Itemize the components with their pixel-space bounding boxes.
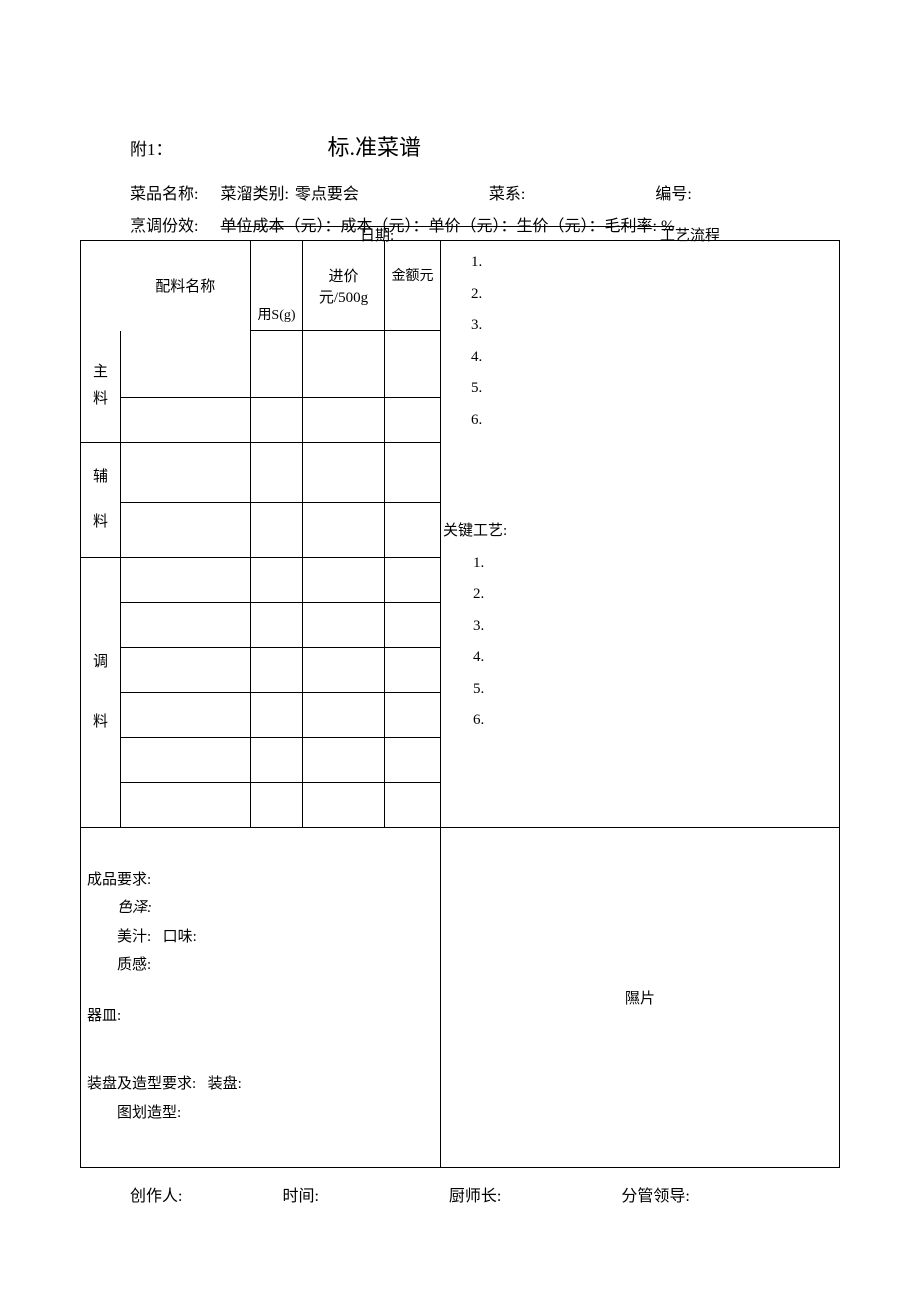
requirements-title: 成品要求:	[87, 866, 434, 895]
table-cell	[385, 602, 441, 647]
table-cell	[303, 602, 385, 647]
creator-label: 创作人:	[130, 1182, 182, 1206]
process-step: 6.	[471, 405, 829, 437]
process-flow-label: 工艺流程	[660, 224, 720, 245]
texture-label: 质感:	[117, 951, 434, 980]
table-cell	[385, 502, 441, 557]
table-cell	[385, 442, 441, 502]
unit-price-label: 单价（元）：	[428, 212, 516, 236]
table-cell	[121, 692, 251, 737]
meta-row-2: 烹调份效: 单位成本（元）： 成本（元）： 单价（元）： 生价（元）： 毛利率:…	[130, 212, 840, 236]
process-step: 5.	[471, 373, 829, 405]
seasoning-label: 调 料	[81, 557, 121, 827]
key-process-step: 4.	[473, 642, 833, 674]
main-label: 主 料	[81, 331, 121, 443]
process-steps-cell: 1. 2. 3. 4. 5. 6.	[441, 241, 840, 443]
table-cell	[251, 557, 303, 602]
total-header: 金额元	[385, 241, 441, 331]
table-cell	[251, 397, 303, 442]
chef-label: 厨师长:	[449, 1182, 501, 1206]
requirements-cell: 成品要求: 色泽: 美汁: 口味: 质感: 器皿: 装盘及造型要求: 装盘: 图…	[81, 827, 441, 1167]
process-step: 2.	[471, 279, 829, 311]
table-cell	[303, 737, 385, 782]
aux-ingredient-row-1: 辅 料 关键工艺: 1. 2. 3. 4. 5. 6.	[81, 442, 840, 502]
plating-row: 装盘及造型要求: 装盘:	[87, 1070, 434, 1099]
header-row: 附1： 标.准菜谱	[80, 130, 840, 162]
table-cell	[251, 442, 303, 502]
table-cell	[121, 602, 251, 647]
key-process-step: 2.	[473, 579, 833, 611]
table-cell	[121, 331, 251, 398]
key-process-step: 1.	[473, 548, 833, 580]
sauce-taste-row: 美汁: 口味:	[117, 923, 434, 952]
price-label: 生价（元）：	[517, 212, 605, 236]
photo-label: 隰片	[625, 991, 655, 1007]
bottom-row: 成品要求: 色泽: 美汁: 口味: 质感: 器皿: 装盘及造型要求: 装盘: 图…	[81, 827, 840, 1167]
key-process-step: 5.	[473, 674, 833, 706]
corner-cell	[81, 241, 121, 331]
table-cell	[251, 602, 303, 647]
footer-row: 创作人: 时间: 厨师长: 分管领导:	[130, 1182, 840, 1206]
meta-row-1: 菜品名称: 菜溜类别: 零点要会 菜系: 编号:	[130, 180, 840, 204]
process-step: 1.	[471, 247, 829, 279]
cuisine-label: 菜系:	[489, 180, 525, 204]
process-step: 4.	[471, 342, 829, 374]
table-cell	[303, 692, 385, 737]
table-cell	[303, 442, 385, 502]
table-cell	[385, 782, 441, 827]
table-cell	[303, 397, 385, 442]
time-label: 时间:	[282, 1182, 318, 1206]
table-cell	[385, 331, 441, 398]
date-label: 日期:	[360, 224, 394, 245]
dish-label: 器皿:	[87, 1002, 434, 1031]
recipe-table: 配料名称 用S(g) 进价元/500g 金额元 1. 2. 3. 4. 5. 6…	[80, 240, 840, 1168]
page-title: 标.准菜谱	[328, 130, 422, 162]
table-cell	[121, 557, 251, 602]
shape-label: 图划造型:	[117, 1099, 434, 1128]
table-cell	[385, 692, 441, 737]
process-step: 3.	[471, 310, 829, 342]
table-cell	[251, 782, 303, 827]
table-cell	[121, 782, 251, 827]
color-label: 色泽:	[117, 894, 434, 923]
portion-label: 烹调份效:	[130, 212, 198, 236]
table-cell	[251, 331, 303, 398]
table-cell	[303, 557, 385, 602]
amount-header: 用S(g)	[251, 241, 303, 331]
category-label: 菜溜类别:	[220, 180, 288, 204]
table-cell	[385, 397, 441, 442]
manager-label: 分管领导:	[621, 1182, 689, 1206]
category-value: 零点要会	[295, 180, 359, 204]
table-cell	[385, 647, 441, 692]
attachment-label: 附1：	[130, 135, 173, 160]
table-cell	[251, 692, 303, 737]
key-process-step: 3.	[473, 611, 833, 643]
table-cell	[121, 647, 251, 692]
aux-label: 辅 料	[81, 442, 121, 557]
table-cell	[251, 647, 303, 692]
key-process-title: 关键工艺:	[443, 516, 833, 548]
table-cell	[385, 557, 441, 602]
table-cell	[303, 782, 385, 827]
table-cell	[385, 737, 441, 782]
table-cell	[303, 331, 385, 398]
key-process-cell: 关键工艺: 1. 2. 3. 4. 5. 6.	[441, 442, 840, 827]
table-cell	[251, 502, 303, 557]
unit-cost-label: 单位成本（元）：	[220, 212, 340, 236]
table-cell	[303, 647, 385, 692]
photo-cell: 隰片	[441, 827, 840, 1167]
table-cell	[121, 737, 251, 782]
table-cell	[303, 502, 385, 557]
table-cell	[251, 737, 303, 782]
table-header-row: 配料名称 用S(g) 进价元/500g 金额元 1. 2. 3. 4. 5. 6…	[81, 241, 840, 331]
price-header: 进价元/500g	[303, 241, 385, 331]
table-cell	[121, 397, 251, 442]
table-cell	[121, 502, 251, 557]
key-process-step: 6.	[473, 705, 833, 737]
table-cell	[121, 442, 251, 502]
ingredient-name-header: 配料名称	[121, 241, 251, 331]
dish-name-label: 菜品名称:	[130, 180, 198, 204]
number-label: 编号:	[655, 180, 691, 204]
